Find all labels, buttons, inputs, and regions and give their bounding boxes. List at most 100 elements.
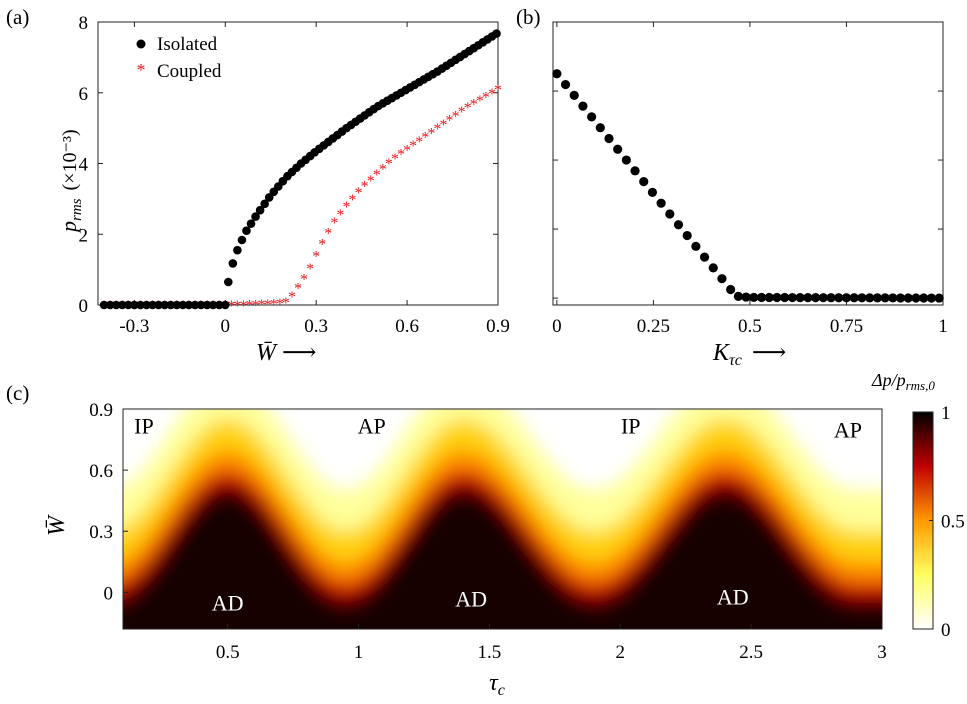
coupled-point: *	[494, 82, 502, 99]
kappa-point	[880, 293, 890, 303]
coupled-point: *	[373, 167, 381, 184]
coupled-point: *	[446, 113, 454, 130]
legend-coupled-marker: *	[137, 60, 146, 80]
x-tick-label-c: 0.5	[216, 642, 240, 663]
kappa-point	[888, 293, 898, 303]
kappa-point	[560, 79, 571, 90]
kappa-point	[749, 292, 759, 303]
coupled-point: *	[342, 199, 350, 216]
isolated-point	[214, 300, 224, 310]
isolated-point	[148, 300, 157, 310]
kappa-point	[647, 187, 658, 198]
coupled-point: *	[246, 298, 254, 315]
x-tick-label-b: 0.5	[738, 316, 762, 337]
isolated-point	[190, 300, 200, 310]
isolated-point	[105, 300, 115, 310]
coupled-point: *	[264, 297, 272, 314]
coupled-point: *	[227, 298, 235, 315]
kappa-point	[578, 101, 588, 111]
colorbar-title: Δp/prms,0	[871, 370, 935, 393]
kappa-point	[673, 220, 684, 230]
coupled-point: *	[336, 207, 344, 224]
isolated-point	[184, 300, 194, 310]
coupled-point: *	[379, 161, 387, 178]
isolated-point	[492, 29, 501, 38]
isolated-point	[233, 245, 242, 255]
legend-coupled-label: Coupled	[157, 61, 222, 82]
x-tick-label-c: 3	[877, 642, 887, 663]
kappa-point	[826, 293, 836, 303]
coupled-point: *	[300, 271, 308, 288]
isolated-point	[130, 300, 139, 310]
isolated-point	[154, 300, 163, 310]
x-tick-label-c: 2.5	[739, 642, 763, 663]
coupled-point: *	[433, 121, 441, 138]
isolated-point	[124, 300, 133, 310]
kappa-point	[849, 293, 859, 303]
x-tick-label-c: 1.5	[478, 642, 502, 663]
y-tick-label-a: 4	[79, 155, 89, 176]
kappa-point	[895, 293, 906, 303]
x-tick-label-a: 0	[221, 316, 231, 337]
x-tick-label-a: 0.6	[395, 316, 419, 337]
y-tick-label-a: 6	[79, 84, 89, 105]
isolated-point	[251, 212, 260, 221]
coupled-point: *	[482, 89, 490, 106]
x-tick-label-a: 0.3	[304, 316, 328, 337]
kappa-point	[708, 263, 718, 273]
coupled-point: *	[361, 178, 369, 195]
y-tick-label-a: 2	[79, 225, 89, 246]
kappa-point	[810, 293, 821, 303]
kappa-point	[772, 292, 782, 303]
kappa-point	[726, 284, 736, 295]
isolated-point	[117, 300, 127, 310]
kappa-point	[639, 177, 649, 187]
kappa-point	[803, 293, 813, 303]
isolated-point	[224, 277, 233, 287]
isolated-point	[208, 300, 218, 310]
coupled-point: *	[252, 297, 260, 314]
x-tick-label-c: 1	[354, 642, 364, 663]
axes-b-frame	[552, 21, 944, 306]
axes-c-frame	[122, 408, 883, 630]
kappa-point	[841, 293, 852, 303]
y-tick-label-c: 0.9	[89, 400, 113, 421]
region-label-ap: AP	[834, 417, 862, 442]
isolated-point	[136, 300, 145, 310]
region-label-ad: AD	[212, 591, 244, 616]
coupled-point: *	[367, 173, 375, 190]
coupled-point: *	[409, 138, 417, 155]
coupled-point: *	[397, 147, 405, 164]
kappa-point	[656, 198, 666, 208]
y-tick-label-a: 8	[79, 13, 89, 34]
colorbar-tick-label: 0	[941, 620, 951, 641]
kappa-point	[595, 123, 605, 133]
x-tick-label-b: 0	[552, 316, 562, 337]
panel-label-b: (b)	[516, 5, 541, 29]
isolated-point	[111, 300, 121, 310]
isolated-point	[160, 300, 169, 310]
coupled-point: *	[239, 298, 247, 315]
kappa-point	[699, 252, 710, 262]
x-tick-label-a: 0.9	[486, 316, 510, 337]
coupled-point: *	[439, 117, 447, 134]
x-axis-label-a: W̄ ⟶	[256, 340, 316, 366]
coupled-point: *	[282, 295, 290, 312]
coupled-point: *	[324, 225, 332, 242]
kappa-point	[764, 292, 774, 303]
coupled-point: *	[312, 248, 320, 265]
region-label-ap: AP	[358, 413, 386, 438]
coupled-point: *	[294, 280, 302, 297]
kappa-point	[872, 293, 882, 303]
kappa-point	[865, 293, 875, 303]
kappa-point	[630, 166, 640, 176]
kappa-point	[691, 241, 701, 251]
kappa-point	[665, 209, 675, 219]
kappa-point	[857, 293, 867, 303]
coupled-point: *	[488, 86, 496, 103]
isolated-point	[237, 235, 247, 245]
kappa-point	[741, 292, 751, 302]
coupled-point: *	[403, 142, 411, 159]
